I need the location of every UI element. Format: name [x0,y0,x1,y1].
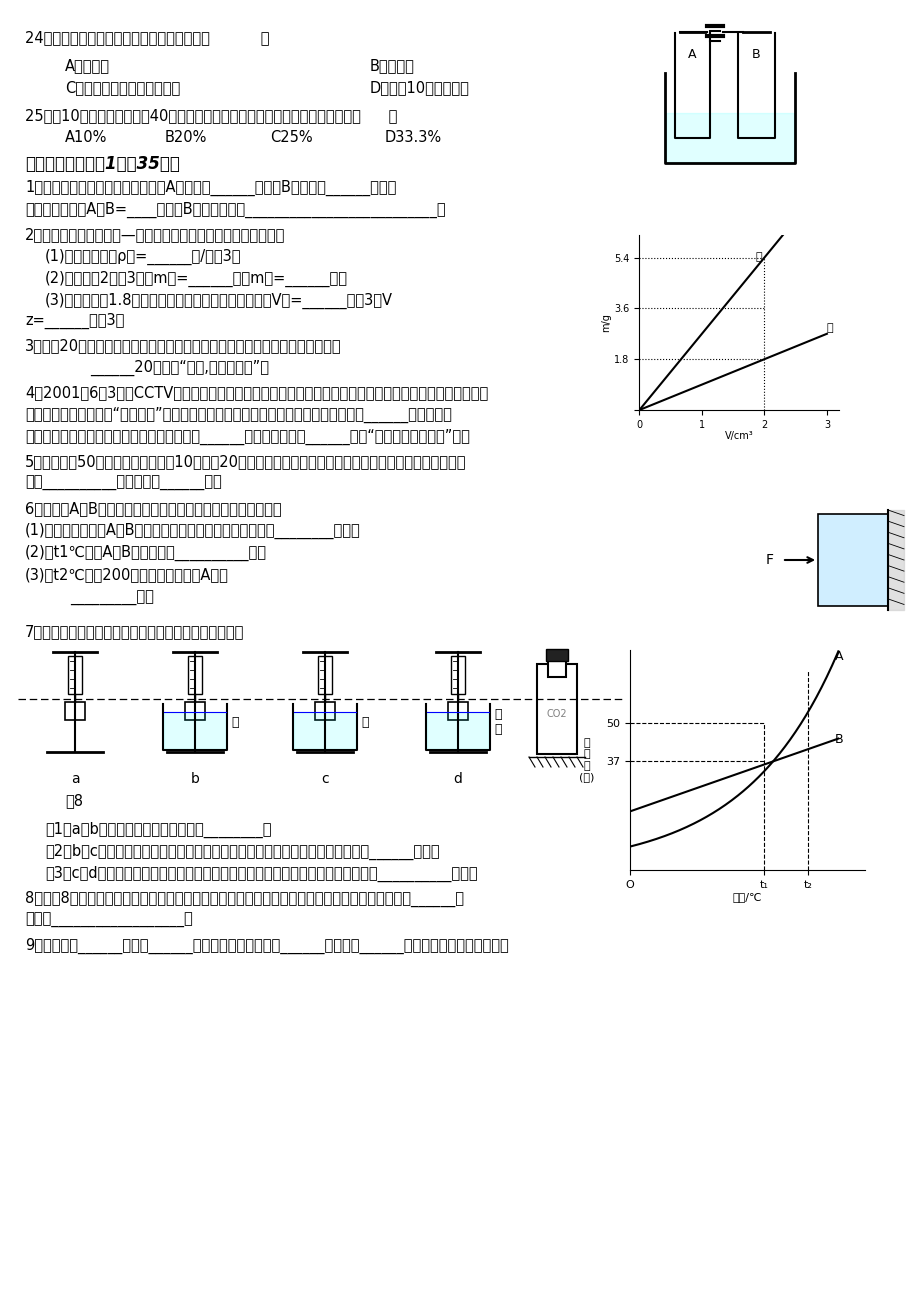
Text: (1)甲物质的密度ρ甲=______克/厘簷3；: (1)甲物质的密度ρ甲=______克/厘簷3； [45,249,242,266]
Text: B、稀溶液: B、稀溶液 [369,59,414,73]
Text: c: c [321,772,328,786]
Text: C25%: C25% [269,130,312,145]
Text: ______20牙（填“大于,等于或小于”）: ______20牙（填“大于,等于或小于”） [90,359,268,376]
Text: （3）c和d两图中，弹簧秤示数不同，说明物体排开相同体积的液体时，所受浮力跟__________有关。: （3）c和d两图中，弹簧秤示数不同，说明物体排开相同体积的液体时，所受浮力跟__… [45,866,477,883]
Bar [817,514,887,605]
Text: 二、我会填（每空1分，35分）: 二、我会填（每空1分，35分） [25,155,180,173]
Text: A、浓溶液: A、浓溶液 [65,59,110,73]
Text: （1）a和b两图中，弹簧秤示数差等于________；: （1）a和b两图中，弹簧秤示数差等于________； [45,822,271,838]
Bar [450,656,464,694]
Text: 它们体积之比为A：B=____，证明B中气体方法是__________________________。: 它们体积之比为A：B=____，证明B中气体方法是_______________… [25,202,445,219]
Text: a: a [71,772,79,786]
Text: 酒
精: 酒 精 [494,708,501,736]
Text: 9、碍酒是由______分散到______中制成的混合物，其中______是溢质，______是溢剂。打开可乐瓶有气泡: 9、碍酒是由______分散到______中制成的混合物，其中______是溢质… [25,937,508,954]
Text: _________克。: _________克。 [70,591,153,605]
Text: d: d [453,772,462,786]
Text: 8、如图8，桌面上放置一个瓶子，瓶内装有一些饮料，当瓶口塞紧倒过来时，液体对底部压强将变______，: 8、如图8，桌面上放置一个瓶子，瓶内装有一些饮料，当瓶口塞紧倒过来时，液体对底部… [25,891,463,907]
Text: 水: 水 [231,716,238,729]
Bar [185,702,205,720]
Bar [548,654,565,677]
Text: 深潜器在水面下下潜的过程中，受到水的浮力______，水对它的压强______（填“增大，不变或减少”）。: 深潜器在水面下下潜的过程中，受到水的浮力______，水对它的压强______（… [25,428,470,445]
Bar [187,656,202,694]
X-axis label: 温度/℃: 温度/℃ [732,892,762,902]
Text: (3)在t2℃时，200克水中最多能溢解A物质: (3)在t2℃时，200克水中最多能溢解A物质 [25,566,229,582]
Text: D、含有10克水的溢液: D、含有10克水的溢液 [369,79,470,95]
Bar [318,656,332,694]
Text: B20%: B20% [165,130,207,145]
X-axis label: V/cm³: V/cm³ [724,431,753,441]
Text: 25、把10克氯化钓固体放入40克水中完全溢解后，溢液中氯化钓的质量分数为（      ）: 25、把10克氯化钓固体放入40克水中完全溢解后，溢液中氯化钓的质量分数为（ ） [25,108,397,122]
Text: B: B [752,48,760,61]
Text: CO2: CO2 [546,710,567,719]
Text: 3、用刖20牙的铁桶从井中打水，在桶未露出水面时，匀速提起这桶水所用的力: 3、用刖20牙的铁桶从井中打水，在桶未露出水面时，匀速提起这桶水所用的力 [25,339,341,353]
Text: (1)随温度的升高，A、B两物质中溢解度变化不那么明显的是________物质。: (1)随温度的升高，A、B两物质中溢解度变化不那么明显的是________物质。 [25,523,360,539]
Bar [65,702,85,720]
Text: （2）b和c两图中，弹簧秤示数不同，说明浸在同一中液体物体所受的浮力大小跟______有关；: （2）b和c两图中，弹簧秤示数不同，说明浸在同一中液体物体所受的浮力大小跟___… [45,844,439,861]
Text: 4、2001年6月3日，CCTV在云南抚仙湖第一次现场直播了水下考古的过程，这次水下考古使用了我国科学家: 4、2001年6月3日，CCTV在云南抚仙湖第一次现场直播了水下考古的过程，这次… [25,385,488,400]
Bar [68,656,82,694]
Text: (2)在t1℃时，A与B的溢解度是__________克。: (2)在t1℃时，A与B的溢解度是__________克。 [25,546,267,561]
Text: 甲: 甲 [754,253,761,263]
Text: 5、如图，用50牙的力将一个边长为10厘米到20牙的正方体压在竖直墙壁上静止，则此物体对墙壁的压力大: 5、如图，用50牙的力将一个边长为10厘米到20牙的正方体压在竖直墙壁上静止，则… [25,454,466,469]
Text: 7、有关浮力问题的实验装置，根据图示回答下列问题：: 7、有关浮力问题的实验装置，根据图示回答下列问题： [25,624,244,639]
Text: C、不能再溢解该物质的溢液: C、不能再溢解该物质的溢液 [65,79,180,95]
Text: 2、如右图所示，为质量—体积图象，请根据图象回答下列问题：: 2、如右图所示，为质量—体积图象，请根据图象回答下列问题： [25,227,285,242]
Text: b: b [190,772,199,786]
Text: A: A [834,650,843,663]
Text: z=______厘簷3。: z=______厘簷3。 [25,312,124,329]
Bar [314,702,335,720]
Y-axis label: 溢
解
度
(克): 溢 解 度 (克) [579,738,594,783]
Bar [448,702,468,720]
Text: D33.3%: D33.3% [384,130,442,145]
Y-axis label: m/g: m/g [601,312,611,332]
Text: 水: 水 [360,716,369,729]
Text: 24、一定温度下，某物质的饱和溢液一定是（           ）: 24、一定温度下，某物质的饱和溢液一定是（ ） [25,30,269,46]
Text: 乙: 乙 [826,323,833,333]
Text: B: B [834,733,843,746]
Text: (2)当体积为2厘簷3时，m甲=______克，m乙=______克；: (2)当体积为2厘簷3时，m甲=______克，m乙=______克； [45,271,347,288]
Text: A: A [687,48,696,61]
Text: 原因是__________________。: 原因是__________________。 [25,913,193,928]
Bar [537,664,576,754]
Text: (3)当质量都为1.8克时，甲、乙两种物质的体积分别为V甲=______厘簷3，V: (3)当质量都为1.8克时，甲、乙两种物质的体积分别为V甲=______厘簷3，… [45,293,392,309]
Text: F: F [766,553,773,566]
Text: 1、右图是一个电解水的装置，其中A中产生是______气体，B中产生是______气体，: 1、右图是一个电解水的装置，其中A中产生是______气体，B中产生是_____… [25,180,396,197]
Text: 图8: 图8 [65,793,83,809]
Text: A10%: A10% [65,130,108,145]
Text: 6、右图是A、B两种物质的溢解度随温度变化的曲线。请回答：: 6、右图是A、B两种物质的溢解度随温度变化的曲线。请回答： [25,501,281,516]
Text: 自行设计制造的现代化“鱼鹰一号”深潜器（原理与潜水船相同），它的下潜和上浮是靠______来实现的，: 自行设计制造的现代化“鱼鹰一号”深潜器（原理与潜水船相同），它的下潜和上浮是靠_… [25,408,451,423]
Bar [545,648,567,661]
Text: 小为__________牙；压强为______帕。: 小为__________牙；压强为______帕。 [25,477,221,491]
